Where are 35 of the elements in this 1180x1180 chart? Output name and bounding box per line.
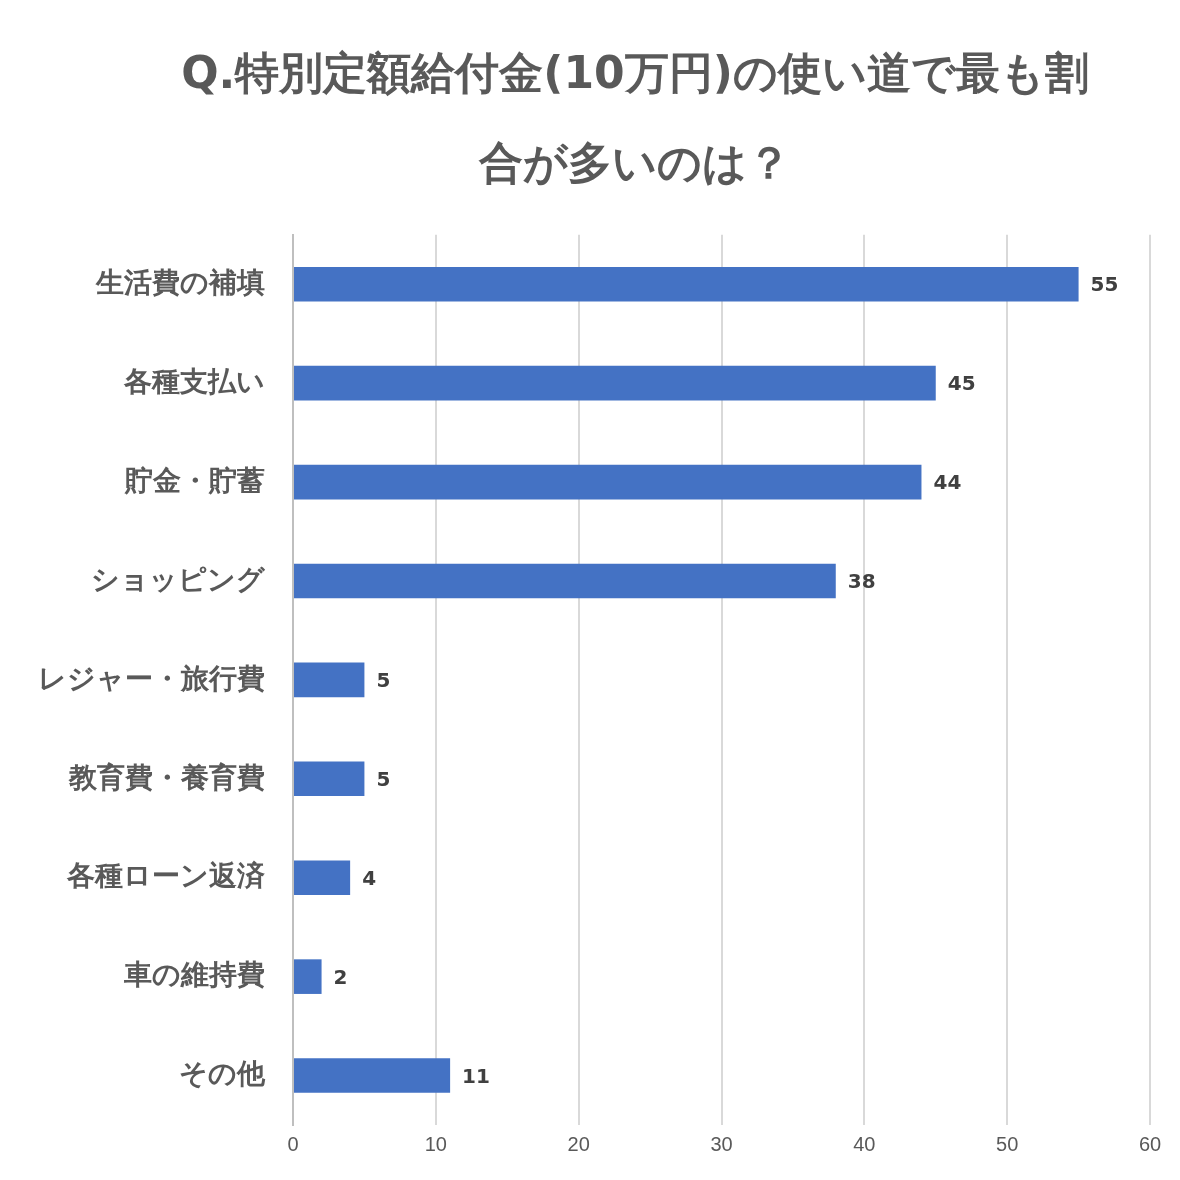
x-tick-label: 40 (853, 1132, 876, 1155)
bar (294, 266, 1079, 302)
bar (294, 464, 922, 500)
y-tick-label: 各種支払い (123, 365, 265, 397)
data-label: 38 (847, 569, 876, 594)
data-label: 5 (376, 767, 391, 792)
y-tick-label: その他 (179, 1058, 266, 1090)
x-tick-label: 0 (287, 1132, 299, 1155)
bar (294, 959, 322, 994)
data-label: 11 (462, 1063, 490, 1088)
chart-title: Q.特別定額給付金(10万円)の使い道で最も割合が多いのは？ (180, 46, 1090, 190)
bar (294, 761, 365, 797)
x-tick-label: 50 (996, 1132, 1019, 1155)
y-tick-label: 生活費の補填 (95, 266, 265, 298)
bar (294, 662, 365, 698)
x-tick-label: 10 (424, 1132, 447, 1155)
y-tick-label: ショッピング (91, 563, 266, 595)
data-label: 55 (1090, 272, 1119, 297)
data-label: 45 (947, 371, 976, 396)
data-label: 44 (933, 470, 962, 495)
y-tick-label: 車の維持費 (123, 959, 265, 991)
y-tick-label: 各種ローン返済 (66, 860, 265, 892)
y-tick-label: 貯金・貯蓄 (124, 464, 265, 496)
x-tick-label: 30 (710, 1132, 733, 1155)
bar (294, 860, 351, 896)
bar (294, 1058, 451, 1093)
bar (294, 563, 836, 599)
bar (294, 365, 936, 401)
data-label: 2 (333, 964, 348, 989)
y-tick-label: レジャー・旅行費 (38, 662, 265, 694)
y-tick-label: 教育費・養育費 (68, 761, 265, 793)
data-label: 5 (376, 668, 391, 693)
x-tick-label: 60 (1138, 1132, 1162, 1155)
data-label: 4 (362, 865, 377, 890)
x-tick-label: 20 (567, 1132, 590, 1155)
